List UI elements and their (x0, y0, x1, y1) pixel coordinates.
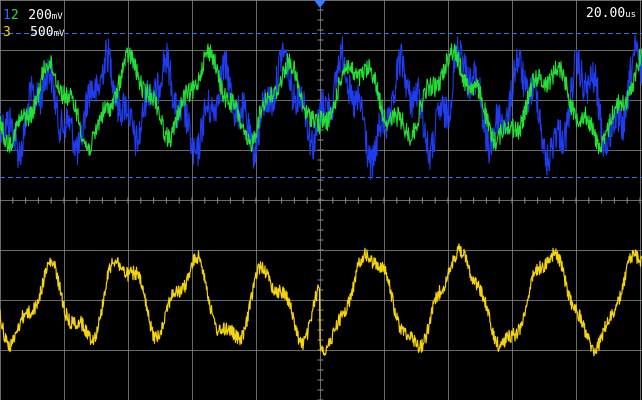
timebase-readout[interactable]: 20.00us (586, 6, 636, 21)
trigger-position-icon[interactable] (314, 0, 326, 8)
channel-2-id: 2 (10, 8, 19, 23)
channel-label-row-2[interactable]: 3 500mV (3, 21, 65, 40)
channel-1-id: 1 (3, 8, 11, 23)
channel-2-scale: 200 (28, 8, 52, 23)
timebase-unit: us (625, 10, 636, 20)
channel-3-unit: mV (53, 29, 65, 39)
timebase-value: 20.00 (586, 6, 626, 21)
cursor-lines (0, 33, 642, 178)
channel-2-unit: mV (51, 12, 63, 22)
channel-3-trace (0, 243, 642, 357)
channel-3-id: 3 (3, 25, 11, 40)
channel-labels: 12 200mV 3 500mV (3, 4, 65, 40)
channel-3-scale: 500 (30, 25, 54, 40)
channel-2-trace (0, 43, 642, 156)
channel-label-row-1[interactable]: 12 200mV (3, 4, 64, 23)
waveform-traces (0, 34, 642, 357)
